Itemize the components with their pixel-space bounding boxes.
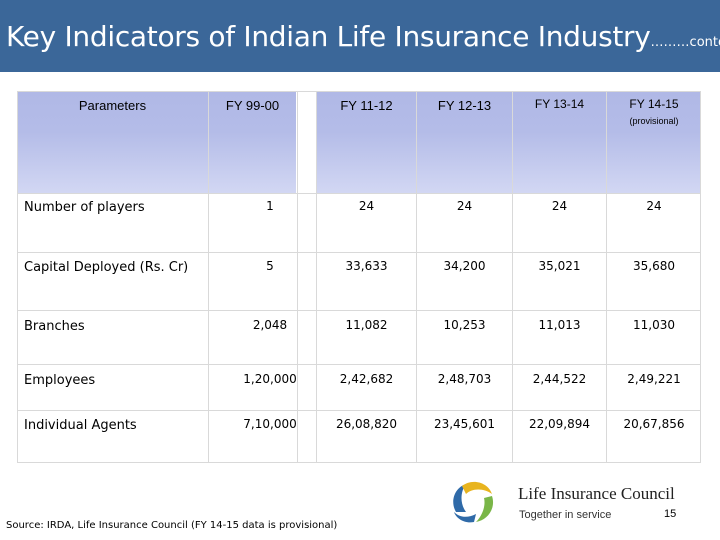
row-divider: [17, 252, 701, 253]
column-header: FY 12-13: [437, 98, 492, 113]
header-cell-parameters: [17, 91, 208, 193]
header-cell-fy12: [417, 91, 512, 193]
table-cell: 1,20,000: [243, 372, 297, 386]
table-cell: 34,200: [443, 259, 486, 273]
row-label: Number of players: [24, 200, 145, 215]
col-divider: [416, 91, 417, 463]
table-cell: 2,42,682: [339, 372, 394, 386]
col-divider: [512, 91, 513, 463]
table-cell: 24: [358, 199, 375, 213]
table-border: [17, 91, 701, 463]
table-cell: 1: [266, 199, 274, 213]
table-cell: 2,48,703: [437, 372, 492, 386]
life-insurance-council-logo: [448, 478, 498, 526]
col-divider: [606, 91, 607, 463]
table-cell: 24: [551, 199, 568, 213]
slide-title-text: Key Indicators of Indian Life Insurance …: [6, 20, 651, 53]
header-cell-fy11: [317, 91, 416, 193]
col-divider: [316, 91, 317, 463]
slide-title-suffix: ………contd: [650, 35, 720, 50]
table-cell: 2,49,221: [627, 372, 681, 386]
table-cell: 2,44,522: [532, 372, 587, 386]
source-note: Source: IRDA, Life Insurance Council (FY…: [6, 520, 338, 531]
slide-title: Key Indicators of Indian Life Insurance …: [6, 20, 720, 53]
row-divider: [17, 364, 701, 365]
table-cell: 35,680: [633, 259, 675, 273]
header-cell-fy13: [513, 91, 606, 193]
row-label: Employees: [24, 373, 96, 388]
table-cell: 2,048: [252, 318, 288, 332]
column-header: FY 99-00: [225, 98, 280, 113]
table-cell: 35,021: [538, 259, 581, 273]
row-label: Capital Deployed (Rs. Cr): [24, 260, 189, 275]
table-cell: 33,633: [345, 259, 388, 273]
title-bar: Key Indicators of Indian Life Insurance …: [0, 0, 720, 72]
table-cell: 22,09,894: [528, 417, 591, 431]
row-label: Branches: [24, 319, 85, 334]
column-header: FY 14-15: [629, 97, 679, 111]
column-header-note: (provisional): [629, 116, 679, 126]
row-label: Individual Agents: [24, 418, 137, 433]
table-cell: 26,08,820: [335, 417, 398, 431]
row-divider: [17, 193, 701, 194]
col-divider: [208, 91, 209, 463]
header-cell-fy14: [607, 91, 701, 193]
table-cell: 7,10,000: [243, 417, 297, 431]
table-cell: 11,082: [345, 318, 388, 332]
table-cell: 24: [456, 199, 473, 213]
org-tagline: Together in service: [519, 509, 612, 521]
column-header: FY 13-14: [534, 97, 585, 111]
column-header: FY 11-12: [340, 98, 393, 113]
column-header: Parameters: [78, 98, 147, 113]
indicators-table: Parameters FY 99-00 FY 11-12 FY 12-13 FY…: [17, 91, 701, 463]
header-cell-fy99: [209, 91, 296, 193]
page-number: 15: [664, 508, 677, 520]
table-cell: 24: [646, 199, 662, 213]
table-cell: 10,253: [443, 318, 486, 332]
col-divider: [297, 91, 298, 463]
table-cell: 20,67,856: [623, 417, 685, 431]
table-cell: 5: [266, 259, 274, 273]
table-cell: 11,013: [538, 318, 581, 332]
row-divider: [17, 310, 701, 311]
table-cell: 23,45,601: [433, 417, 496, 431]
org-name: Life Insurance Council: [518, 484, 675, 503]
row-divider: [17, 410, 701, 411]
table-cell: 11,030: [633, 318, 675, 332]
